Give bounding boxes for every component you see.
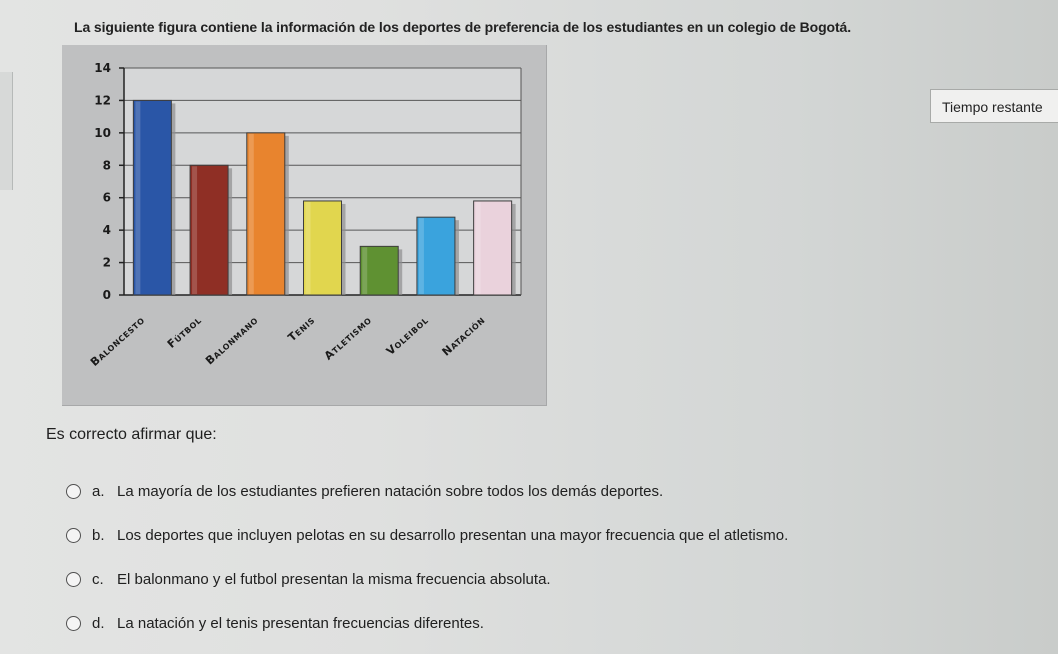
y-tick-label: 4 (103, 223, 111, 237)
sports-bar-chart: 0 2 4 6 8 10 12 14 Baloncesto Fútbol Balonmano Teni… (62, 45, 547, 406)
answer-option-d[interactable]: d. La natación y el tenis presentan frec… (66, 611, 484, 635)
y-tick-label: 2 (103, 256, 111, 270)
y-tick-label: 14 (94, 61, 111, 75)
left-panel-edge (0, 72, 13, 190)
x-category-label-group: Balonmano (203, 314, 261, 368)
bar-highlight (418, 218, 424, 294)
option-text: La natación y el tenis presentan frecuen… (117, 614, 484, 632)
x-category-label-group: Atletismo (322, 314, 374, 363)
bar-highlight (305, 201, 311, 294)
y-tick-label: 0 (103, 288, 111, 302)
question-prompt: Es correcto afirmar que: (46, 426, 217, 443)
option-letter: d. (92, 614, 105, 632)
bar-highlight (362, 247, 368, 294)
bar (189, 164, 229, 296)
x-category-label-group: Tenis (285, 314, 317, 345)
sports-bar-chart-svg: 0 2 4 6 8 10 12 14 Baloncesto Fútbol Balonmano Teni… (88, 61, 522, 369)
time-remaining-label: Tiempo restante (942, 99, 1043, 115)
answer-option-b[interactable]: b. Los deportes que incluyen pelotas en … (66, 523, 788, 547)
option-letter: a. (92, 482, 105, 500)
x-category-label-group: Baloncesto (88, 314, 147, 369)
bar (473, 200, 513, 296)
time-remaining-box: Tiempo restante (930, 89, 1058, 123)
option-text: La mayoría de los estudiantes prefieren … (117, 482, 664, 500)
radio-circle-icon[interactable] (66, 615, 81, 631)
x-category-label: Tenis (285, 314, 317, 345)
bar-highlight (248, 133, 254, 294)
bar (303, 200, 342, 296)
question-text: La siguiente figura contiene la informac… (74, 19, 852, 35)
y-tick-label: 6 (103, 191, 111, 205)
answer-option-c[interactable]: c. El balonmano y el futbol presentan la… (66, 567, 551, 591)
x-category-label-group: Fútbol (165, 314, 204, 351)
option-letter: b. (92, 526, 105, 544)
option-text: El balonmano y el futbol presentan la mi… (117, 570, 551, 588)
x-category-label: Balonmano (203, 314, 261, 368)
bar (359, 245, 399, 296)
y-tick-label: 12 (94, 93, 111, 107)
option-text: Los deportes que incluyen pelotas en su … (117, 526, 789, 544)
x-category-label: Baloncesto (88, 314, 147, 369)
answer-option-a[interactable]: a. La mayoría de los estudiantes prefier… (66, 479, 663, 503)
y-tick-label: 10 (94, 126, 111, 140)
bar-highlight (135, 101, 141, 294)
bar-highlight (475, 201, 481, 294)
bar-highlight (192, 166, 198, 294)
radio-circle-icon[interactable] (66, 527, 81, 543)
x-category-label-group: Natación (440, 314, 488, 359)
x-category-label: Natación (440, 314, 488, 359)
radio-circle-icon[interactable] (66, 483, 81, 499)
bar (246, 132, 286, 296)
x-category-label-group: Voleibol (384, 314, 431, 358)
x-category-label: Fútbol (165, 314, 204, 351)
radio-circle-icon[interactable] (66, 571, 81, 587)
bar (416, 216, 456, 296)
option-letter: c. (92, 570, 104, 588)
y-tick-label: 8 (103, 158, 111, 172)
bar (132, 99, 172, 296)
x-category-label: Atletismo (322, 314, 374, 363)
x-category-label: Voleibol (384, 314, 431, 358)
